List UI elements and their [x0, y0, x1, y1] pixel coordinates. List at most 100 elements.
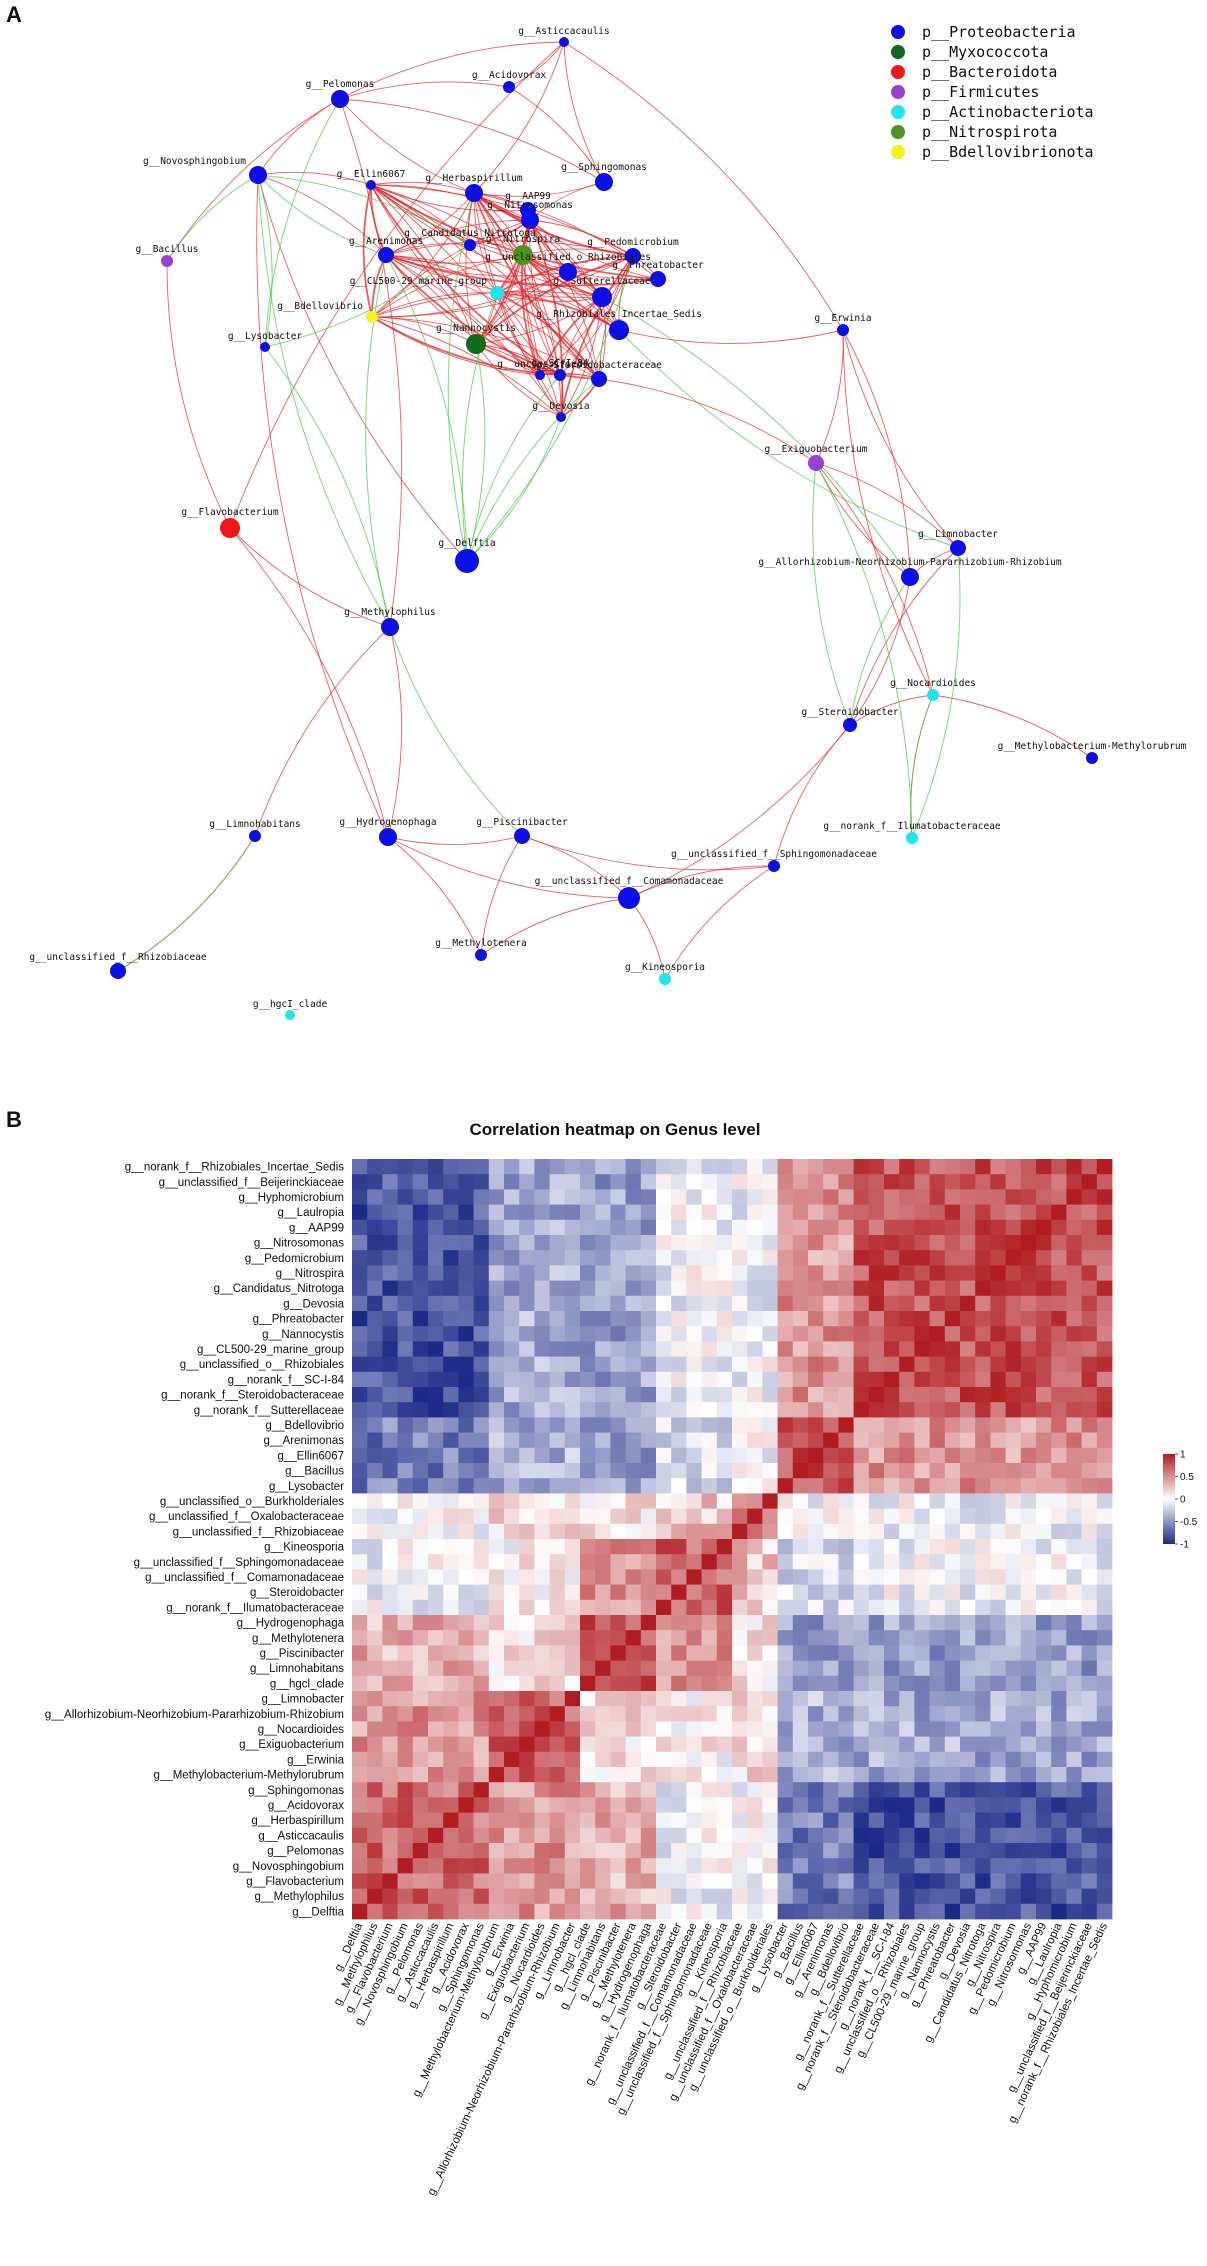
heatmap-cell	[808, 1691, 824, 1707]
heatmap-cell	[1066, 1827, 1082, 1844]
heatmap-cell	[868, 1417, 885, 1433]
heatmap-cell	[792, 1341, 809, 1357]
heatmap-cell	[1005, 1843, 1022, 1859]
heatmap-cell	[367, 1280, 383, 1297]
colorbar-tick-label: -0.5	[1180, 1517, 1198, 1528]
heatmap-cell	[534, 1812, 550, 1829]
heatmap-cell	[610, 1250, 626, 1266]
row-label-g-nitrosomonas: g__Nitrosomonas	[254, 1238, 344, 1250]
heatmap-cell	[732, 1159, 748, 1175]
row-label-g-flavobacterium: g__Flavobacterium	[246, 1876, 344, 1888]
heatmap-cell	[884, 1843, 900, 1859]
heatmap-cell	[1066, 1873, 1082, 1889]
heatmap-cell	[428, 1265, 444, 1281]
heatmap-cell	[899, 1645, 915, 1661]
heatmap-cell	[853, 1827, 870, 1844]
heatmap-cell	[640, 1903, 657, 1920]
heatmap-cell	[656, 1615, 672, 1631]
heatmap-cell	[808, 1827, 824, 1844]
heatmap-cell	[701, 1888, 718, 1905]
heatmap-cell	[367, 1706, 383, 1722]
heatmap-cell	[1066, 1493, 1082, 1509]
network-nodes: g__Asticcacaulisg__Acidovoraxg__Pelomona…	[29, 26, 1187, 1020]
heatmap-cell	[352, 1767, 368, 1783]
heatmap-cell	[534, 1903, 550, 1920]
heatmap-cell	[428, 1675, 444, 1692]
heatmap-cell	[762, 1493, 778, 1509]
heatmap-cell	[762, 1706, 778, 1722]
heatmap-cell	[428, 1478, 444, 1494]
heatmap-cell	[640, 1478, 657, 1494]
heatmap-cell	[519, 1827, 535, 1844]
heatmap-cell	[853, 1736, 870, 1753]
heatmap-cell	[808, 1265, 824, 1281]
heatmap-cell	[412, 1812, 429, 1829]
heatmap-cell	[762, 1812, 778, 1829]
heatmap-cell	[595, 1797, 611, 1813]
heatmap-cell	[1066, 1630, 1082, 1646]
heatmap-cell	[914, 1858, 930, 1874]
heatmap-cell	[519, 1599, 535, 1616]
heatmap-cell	[868, 1599, 885, 1616]
heatmap-cell	[367, 1250, 383, 1266]
heatmap-cell	[580, 1189, 596, 1205]
heatmap-cell	[352, 1691, 368, 1707]
heatmap-cell	[1005, 1417, 1022, 1433]
heatmap-cell	[580, 1767, 596, 1783]
heatmap-cell	[868, 1371, 885, 1388]
network-edge	[529, 219, 659, 280]
heatmap-cell	[868, 1615, 885, 1631]
heatmap-cell	[367, 1782, 383, 1798]
heatmap-cell	[884, 1417, 900, 1433]
heatmap-cell	[504, 1204, 520, 1221]
heatmap-cell	[975, 1280, 991, 1297]
heatmap-cell	[428, 1751, 444, 1768]
heatmap-cell	[382, 1204, 398, 1221]
heatmap-cell	[352, 1630, 368, 1646]
heatmap-cell	[884, 1767, 900, 1783]
heatmap-cell	[564, 1523, 581, 1540]
heatmap-cell	[762, 1843, 778, 1859]
heatmap-cell	[899, 1843, 915, 1859]
heatmap-cell	[960, 1341, 976, 1357]
heatmap-cell	[777, 1250, 794, 1266]
heatmap-cell	[747, 1265, 763, 1281]
heatmap-cell	[1066, 1341, 1082, 1357]
heatmap-cell	[458, 1645, 474, 1661]
heatmap-cell	[1036, 1265, 1052, 1281]
heatmap-cell	[397, 1189, 414, 1205]
heatmap-cell	[458, 1751, 474, 1768]
network-edge	[447, 192, 475, 562]
network-edge	[371, 290, 603, 318]
heatmap-cell	[899, 1584, 915, 1601]
heatmap-cell	[397, 1417, 414, 1433]
row-label-g-lysobacter: g__Lysobacter	[269, 1481, 344, 1493]
heatmap-cell	[777, 1159, 794, 1175]
network-edge	[117, 835, 256, 972]
row-label-g-piscinibacter: g__Piscinibacter	[260, 1648, 345, 1660]
heatmap-cell	[747, 1341, 763, 1357]
heatmap-cell	[549, 1341, 566, 1357]
heatmap-cell	[564, 1782, 581, 1798]
heatmap-cell	[519, 1858, 535, 1874]
legend-label: p__Proteobacteria	[922, 23, 1076, 41]
heatmap-cell	[808, 1888, 824, 1905]
heatmap-cell	[534, 1797, 550, 1813]
heatmap-cell	[686, 1873, 702, 1889]
heatmap-cell	[1096, 1675, 1113, 1692]
heatmap-cell	[458, 1584, 474, 1601]
heatmap-cell	[1036, 1189, 1052, 1205]
heatmap-cell	[534, 1736, 550, 1753]
heatmap-cell	[1081, 1432, 1098, 1449]
heatmap-cell	[1051, 1447, 1067, 1464]
heatmap-cell	[686, 1782, 702, 1798]
heatmap-cell	[656, 1174, 672, 1190]
heatmap-cell	[884, 1478, 900, 1494]
heatmap-cell	[443, 1615, 459, 1631]
network-edge	[370, 184, 569, 273]
heatmap-cell	[656, 1569, 672, 1585]
heatmap-cell	[777, 1630, 794, 1646]
heatmap-cell	[823, 1615, 839, 1631]
row-label-g-norank-f-ilumatobacteraceae: g__norank_f__Ilumatobacteraceae	[166, 1602, 344, 1614]
heatmap-cell	[458, 1888, 474, 1905]
